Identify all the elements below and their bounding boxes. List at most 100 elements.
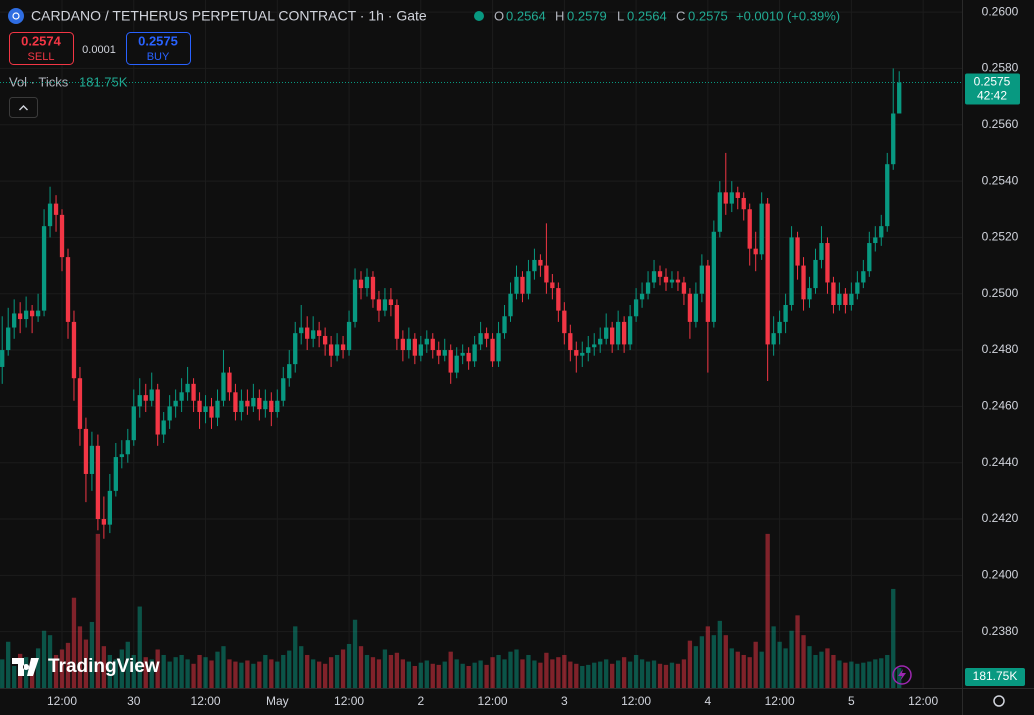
candle-body <box>729 192 734 204</box>
x-tick-label: 12:00 <box>334 694 364 708</box>
volume-bar <box>729 648 734 688</box>
candle-body <box>269 400 274 413</box>
candle-body <box>795 237 800 266</box>
flash-icon-mark <box>898 669 906 681</box>
sell-button[interactable] <box>9 32 74 65</box>
candle-body <box>239 400 244 413</box>
volume-bar <box>0 659 5 688</box>
candle-body <box>490 338 495 362</box>
candle-body <box>807 288 812 300</box>
volume-bar <box>496 654 501 688</box>
volume-bar <box>675 663 681 688</box>
ohlc-letter: O <box>494 8 504 23</box>
candle-body <box>627 316 633 345</box>
volume-bar <box>275 661 280 688</box>
candle-body <box>77 378 83 429</box>
candle-body <box>538 259 543 266</box>
volume-bar <box>173 657 178 688</box>
candle-body <box>131 406 136 441</box>
candle-body <box>580 352 585 356</box>
candle-body <box>693 293 699 322</box>
buy-label: BUY <box>147 51 170 63</box>
coin-icon-mark <box>12 12 20 20</box>
ohlc-letter: L <box>617 8 624 23</box>
candle-body <box>275 400 280 413</box>
candle-body <box>532 259 537 272</box>
x-tick-label: 12:00 <box>908 694 938 708</box>
candle-body <box>346 321 352 351</box>
candle-body <box>328 344 334 356</box>
volume-bar <box>568 661 573 688</box>
volume-bar <box>412 665 417 688</box>
candle-body <box>71 321 77 379</box>
volume-bar <box>681 659 687 688</box>
candle-body <box>394 304 400 339</box>
volume-bar <box>550 659 555 688</box>
collapse-button[interactable] <box>9 97 38 118</box>
volume-bar <box>77 626 83 688</box>
volume-bar <box>107 654 113 688</box>
candle-body <box>191 383 196 401</box>
volume-bar <box>448 651 453 688</box>
volume-bar <box>837 660 842 688</box>
settings-icon[interactable] <box>993 695 1005 707</box>
status-dot <box>474 11 484 21</box>
buy-button[interactable] <box>126 32 191 65</box>
volume-bar <box>574 663 579 688</box>
candle-body <box>412 338 417 356</box>
ohlc-value: 0.2579 <box>567 8 607 23</box>
change: +0.0010 (+0.39%) <box>736 8 840 23</box>
volume-bar <box>137 606 142 688</box>
volume-bar <box>562 654 567 688</box>
x-tick-label: 2 <box>417 694 424 708</box>
volume-bar <box>586 664 591 688</box>
volume-bar <box>532 660 537 688</box>
candle-body <box>484 333 489 339</box>
volume-bar <box>41 630 47 688</box>
volume-bar <box>209 660 214 688</box>
ohlc-value: 0.2575 <box>688 8 728 23</box>
sell-price: 0.2574 <box>21 33 62 48</box>
candle-body <box>334 344 340 356</box>
buy-price: 0.2575 <box>138 33 178 48</box>
candle-body <box>221 372 226 401</box>
spread: 0.0001 <box>82 44 116 56</box>
candle-body <box>855 282 860 294</box>
sell-label: SELL <box>28 51 55 63</box>
volume-bar <box>472 662 477 688</box>
candle-body <box>472 344 477 362</box>
candle-body <box>771 333 776 345</box>
volume-bar <box>131 654 136 688</box>
candle-body <box>520 276 525 294</box>
x-tick-label: 12:00 <box>191 694 221 708</box>
y-tick-label: 0.2500 <box>982 286 1019 300</box>
candle-body <box>388 299 394 305</box>
candle-body <box>681 282 687 294</box>
volume-bar <box>12 665 17 688</box>
candle-body <box>496 333 501 362</box>
candle-body <box>179 392 184 401</box>
volume-bar <box>299 646 304 688</box>
volume-bar <box>328 657 334 688</box>
volume-bar <box>125 641 130 688</box>
volume-bar <box>269 659 274 688</box>
candle-body <box>615 321 621 345</box>
last-price-tag <box>965 73 1020 105</box>
flash-icon[interactable] <box>892 665 912 685</box>
chart-title: CARDANO / TETHERUS PERPETUAL CONTRACT · … <box>31 8 427 24</box>
volume-bar <box>891 588 896 688</box>
volume-bar <box>693 646 699 688</box>
y-tick-label: 0.2460 <box>982 399 1019 413</box>
candle-body <box>436 350 441 356</box>
ohlc-letter: H <box>555 8 564 23</box>
candle-body <box>227 372 232 393</box>
candle-body <box>813 259 818 289</box>
volume-bar <box>699 636 705 688</box>
candle-body <box>293 333 298 365</box>
candle-body <box>514 276 519 294</box>
y-tick-label: 0.2400 <box>982 568 1019 582</box>
candle-body <box>885 164 890 227</box>
x-tick-label: 4 <box>705 694 712 708</box>
x-tick-label: 3 <box>561 694 568 708</box>
